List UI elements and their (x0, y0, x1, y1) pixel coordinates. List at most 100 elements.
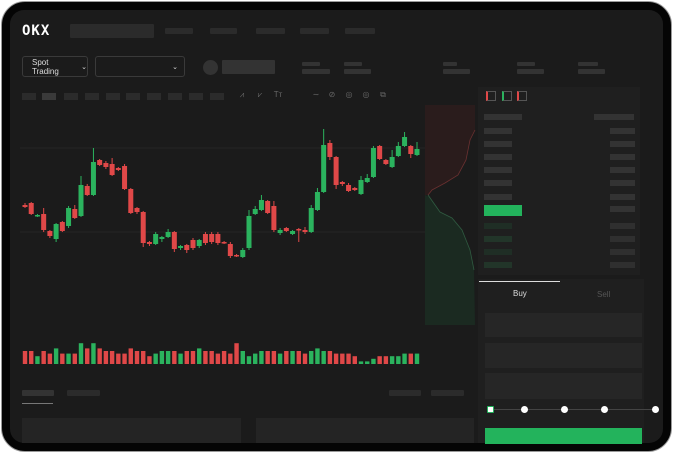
fullscreen-icon[interactable]: ⧉ (380, 90, 386, 99)
volume-bar (165, 351, 171, 364)
timeframe-button[interactable] (168, 93, 182, 100)
volume-bar (315, 348, 320, 364)
settings-icon[interactable]: ◎ (362, 90, 370, 99)
candle-body (221, 242, 227, 244)
timeframe-button[interactable] (85, 93, 99, 100)
orderbook-asks-icon[interactable] (517, 91, 527, 101)
candle-body (153, 234, 159, 244)
candle-body (66, 208, 72, 226)
timeframe-button[interactable] (210, 93, 224, 100)
okx-logo[interactable]: OKX (22, 23, 51, 39)
ask-price[interactable] (484, 128, 512, 134)
nav-item[interactable] (210, 28, 237, 34)
timeframe-button[interactable] (22, 93, 36, 100)
tab-buy[interactable]: Buy (513, 289, 527, 298)
buy-button[interactable] (485, 428, 642, 444)
tab-sell[interactable]: Sell (597, 290, 611, 299)
slider-step-dot[interactable] (521, 406, 528, 413)
volume-bar (402, 353, 407, 364)
stat-value (302, 69, 330, 74)
pair-dropdown[interactable]: ⌄ (95, 56, 185, 77)
ask-price[interactable] (484, 141, 512, 147)
ask-amount (610, 194, 635, 200)
volume-bar (97, 348, 102, 364)
last-price[interactable] (484, 205, 522, 216)
volume-bar (365, 361, 370, 364)
candle-body (258, 200, 264, 210)
bottom-tab-underline (22, 403, 53, 404)
candle-body (370, 148, 376, 177)
volume-bar (209, 351, 214, 364)
candle-body (383, 160, 389, 164)
timeframe-button[interactable] (64, 93, 78, 100)
volume-bar (333, 353, 339, 364)
bid-price[interactable] (484, 262, 512, 268)
pen-icon[interactable]: ⊘ (328, 90, 336, 99)
slider-step-dot[interactable] (652, 406, 659, 413)
bottom-tab[interactable] (22, 390, 54, 396)
stat-value (443, 69, 470, 74)
stat-label (443, 62, 457, 66)
candle-body (72, 209, 78, 218)
bottom-action-button[interactable] (431, 390, 464, 396)
volume-bar (240, 351, 245, 364)
timeframe-button[interactable] (189, 93, 203, 100)
bid-price[interactable] (484, 249, 512, 255)
timeframe-button[interactable] (147, 93, 161, 100)
price-input[interactable] (485, 313, 642, 337)
candle-body (408, 146, 414, 154)
total-input[interactable] (485, 373, 642, 399)
amount-slider[interactable] (490, 409, 656, 410)
volume-bar (197, 348, 202, 364)
timeframe-button[interactable] (106, 93, 120, 100)
nav-item[interactable] (345, 28, 375, 34)
candle-body (327, 143, 333, 157)
indicator-icon[interactable]: ⩘ (239, 90, 245, 99)
timeframe-button[interactable] (126, 93, 140, 100)
bottom-tab[interactable] (67, 390, 100, 396)
text-icon[interactable]: Tт (273, 90, 283, 99)
volume-bar (122, 353, 127, 364)
line-icon[interactable]: ⩗ (257, 90, 263, 99)
candle-body (314, 192, 320, 210)
ask-price[interactable] (484, 154, 512, 160)
volume-bar (134, 351, 140, 364)
ask-amount (610, 167, 635, 173)
timeframe-button[interactable] (42, 93, 56, 100)
bid-price[interactable] (484, 223, 512, 229)
volume-bar (377, 356, 382, 364)
ask-price[interactable] (484, 180, 512, 186)
nav-item[interactable] (165, 28, 193, 34)
candle-body (308, 208, 314, 232)
line-icon[interactable]: ∼ (312, 90, 320, 99)
ask-price[interactable] (484, 194, 512, 200)
stat-label (517, 62, 535, 66)
volume-bar (116, 353, 121, 364)
nav-search-bar[interactable] (70, 24, 154, 38)
volume-bar (340, 353, 345, 364)
slider-step-dot[interactable] (601, 406, 608, 413)
circle-icon[interactable]: ◎ (345, 90, 353, 99)
bid-price[interactable] (484, 236, 512, 242)
volume-bar (35, 356, 40, 364)
orderbook-bids-icon[interactable] (501, 91, 512, 101)
nav-item[interactable] (300, 28, 329, 34)
slider-step-dot[interactable] (561, 406, 568, 413)
depth-asks-area (425, 105, 475, 195)
spot-trading-dropdown[interactable]: Spot Trading ⌄ (22, 56, 88, 77)
bottom-action-button[interactable] (389, 390, 421, 396)
volume-bar (259, 351, 264, 364)
stat-label (302, 62, 320, 66)
slider-handle[interactable] (487, 406, 494, 413)
ask-price[interactable] (484, 167, 512, 173)
candle-body (321, 145, 327, 192)
nav-item[interactable] (256, 28, 285, 34)
candle-body (97, 160, 103, 165)
candle-body (414, 149, 420, 155)
volume-bar (358, 361, 364, 364)
bottom-panel-left (22, 418, 241, 443)
amount-input[interactable] (485, 343, 642, 368)
orderbook-both-icon[interactable] (486, 91, 496, 101)
candle-body (377, 146, 383, 159)
